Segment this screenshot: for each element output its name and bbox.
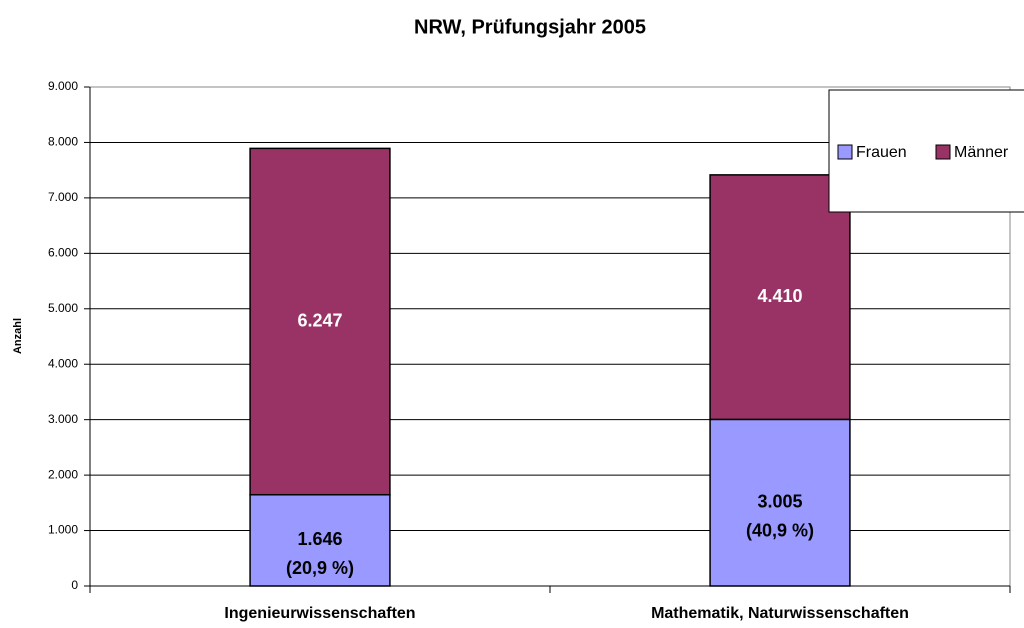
y-tick-label: 9.000	[48, 79, 78, 93]
bar-segment	[709, 174, 851, 421]
value-label: 4.410	[757, 286, 802, 306]
legend-label: Männer	[954, 144, 1009, 161]
share-label: (40,9 %)	[746, 520, 814, 540]
y-tick-label: 3.000	[48, 412, 78, 426]
y-tick-label: 5.000	[48, 301, 78, 315]
x-tick-label: Mathematik, Naturwissenschaften	[651, 605, 909, 622]
x-tick-label: Ingenieurwissenschaften	[224, 605, 415, 622]
value-label: 1.646	[297, 529, 342, 549]
bar-segment	[249, 493, 391, 587]
value-label: 6.247	[297, 310, 342, 330]
y-tick-label: 6.000	[48, 246, 78, 260]
legend-swatch	[935, 144, 951, 160]
legend-box	[828, 89, 1024, 213]
bar-segment	[249, 147, 391, 496]
y-tick-label: 1.000	[48, 523, 78, 537]
legend-label: Frauen	[856, 144, 907, 161]
y-axis-label: Anzahl	[12, 318, 24, 354]
y-tick-label: 4.000	[48, 356, 78, 370]
y-tick-label: 8.000	[48, 135, 78, 149]
y-tick-label: 7.000	[48, 190, 78, 204]
y-tick-label: 0	[71, 578, 78, 592]
chart-title: NRW, Prüfungsjahr 2005	[414, 16, 646, 38]
value-label: 3.005	[757, 491, 802, 511]
legend-swatch	[837, 144, 853, 160]
share-label: (20,9 %)	[286, 558, 354, 578]
y-tick-label: 2.000	[48, 467, 78, 481]
